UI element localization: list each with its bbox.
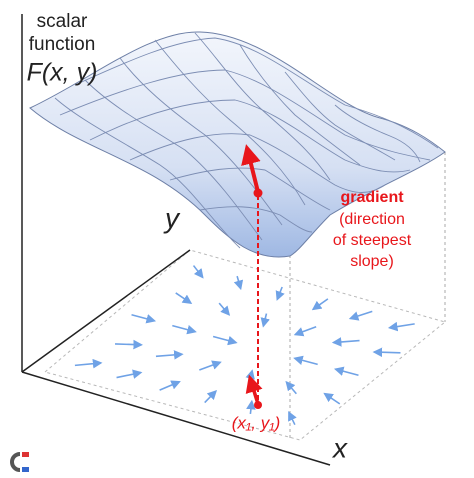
title-line: function (29, 34, 96, 55)
field-arrow (175, 292, 193, 305)
surface-mesh (54, 32, 439, 249)
gradient-description: (direction (339, 211, 405, 228)
field-arrow (288, 411, 297, 426)
field-arrow (204, 389, 218, 404)
field-arrow (331, 337, 360, 347)
field-arrow (116, 369, 143, 379)
field-arrow (172, 324, 197, 335)
field-arrow (333, 366, 359, 377)
gradient-description: of steepest (333, 232, 412, 249)
field-arrow (131, 313, 157, 324)
gradient-description: slope) (350, 253, 394, 270)
surface-gradient-arrow (241, 144, 261, 193)
field-arrow (323, 392, 341, 405)
field-arrow (74, 358, 103, 369)
field-arrow (246, 399, 256, 415)
plane-point (254, 401, 262, 409)
field-arrow (233, 275, 244, 291)
field-arrow (115, 339, 143, 350)
logo (10, 452, 29, 472)
axis-label-x: x (331, 432, 348, 463)
base-plane (43, 249, 447, 441)
field-arrow (285, 380, 297, 395)
field-arrow (348, 310, 373, 321)
field-arrow (159, 380, 181, 391)
x-axis (21, 371, 331, 466)
surface-point (253, 188, 263, 198)
field-arrow (260, 313, 270, 328)
title-line: scalar (37, 11, 88, 32)
field-arrow (199, 360, 222, 371)
field-arrow (192, 265, 204, 279)
field-arrow (387, 321, 415, 332)
field-arrow (372, 347, 401, 358)
field-arrow (311, 298, 329, 311)
function-label: F(x, y) (27, 59, 98, 87)
field-arrow (293, 355, 318, 366)
surface (29, 31, 446, 258)
y-axis (21, 249, 191, 373)
gradient-field (74, 265, 415, 426)
axis-label-y: y (163, 202, 181, 233)
plane-gradient-arrow (245, 374, 263, 405)
point-label: (x₁, y₁) (232, 413, 281, 432)
field-arrow (218, 302, 231, 316)
gradient-label: gradient (340, 189, 404, 206)
field-arrow (293, 326, 317, 337)
field-arrow (275, 286, 285, 301)
field-arrow (212, 335, 238, 346)
field-arrow (155, 350, 184, 360)
